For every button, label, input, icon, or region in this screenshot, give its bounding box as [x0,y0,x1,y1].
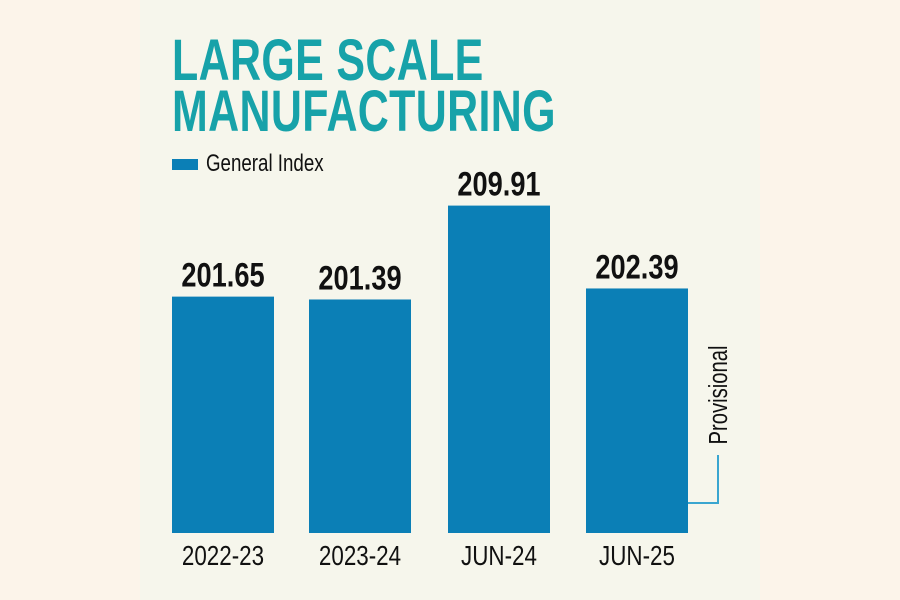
bar-JUN-24 [448,205,550,533]
annotation-bracket [688,455,719,504]
value-label: 202.39 [595,248,678,287]
annotation-label: Provisional [704,345,733,444]
value-label: 201.65 [181,256,264,295]
chart-title-line-1: LARGE SCALE [172,28,484,93]
chart-title-line-2: MANUFACTURING [172,79,556,144]
legend: General Index [172,150,357,178]
bar-JUN-25 [586,288,688,533]
bar-2023-24 [309,299,411,533]
category-label: 2022-23 [182,541,264,572]
value-label: 209.91 [457,165,540,204]
value-label: 201.39 [318,259,401,298]
category-label: 2023-24 [319,541,401,572]
category-label: JUN-25 [599,541,675,572]
bar-2022-23 [172,296,274,533]
legend-label: General Index [206,150,324,177]
legend-swatch [172,158,198,170]
category-label: JUN-24 [461,541,537,572]
